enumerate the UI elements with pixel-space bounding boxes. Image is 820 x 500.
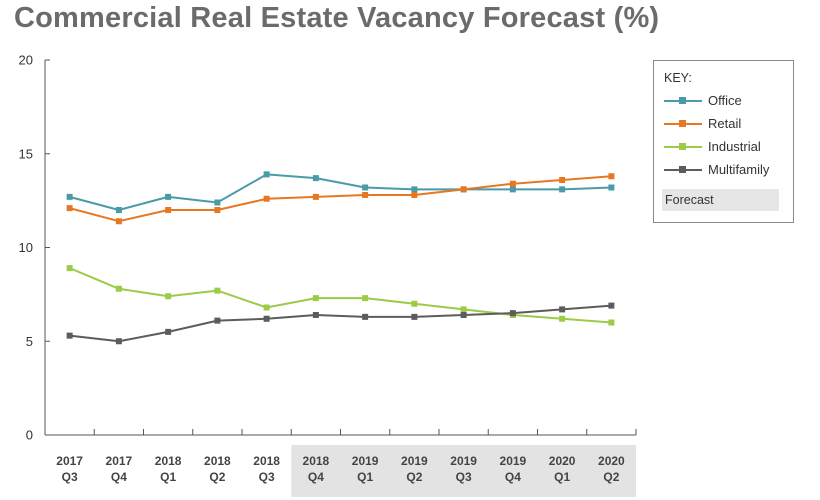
y-tick-label: 5	[26, 334, 33, 349]
series-line-industrial	[69, 267, 612, 324]
x-tick-label-year: 2018	[253, 454, 280, 468]
data-point-multifamily	[165, 328, 172, 335]
y-tick-label: 10	[19, 240, 33, 255]
data-point-industrial	[460, 306, 467, 313]
data-point-office	[411, 186, 418, 193]
data-point-industrial	[608, 319, 615, 326]
data-point-office	[608, 184, 615, 191]
data-point-multifamily	[214, 317, 221, 324]
legend-swatch-retail	[664, 119, 702, 129]
data-point-multifamily	[411, 313, 418, 320]
data-point-industrial	[66, 265, 73, 272]
series-line-multifamily	[69, 304, 612, 343]
y-tick-label: 0	[26, 428, 33, 443]
data-point-office	[66, 193, 73, 200]
legend: KEY: Office Retail Industrial Multifamily F…	[653, 60, 794, 223]
legend-swatch-industrial	[664, 142, 702, 152]
legend-label-retail: Retail	[708, 116, 742, 131]
data-point-multifamily	[460, 312, 467, 318]
x-tick-label-year: 2019	[450, 454, 477, 468]
x-tick-label-quarter: Q4	[505, 470, 521, 484]
x-tick-label-quarter: Q2	[209, 470, 225, 484]
data-point-retail	[559, 177, 566, 183]
data-point-multifamily	[263, 315, 270, 322]
x-tick-label-year: 2017	[56, 454, 83, 468]
data-point-industrial	[165, 293, 172, 300]
legend-item-office: Office	[664, 93, 789, 109]
data-point-office	[165, 193, 172, 200]
data-point-retail	[115, 218, 122, 225]
legend-label-industrial: Industrial	[708, 139, 761, 154]
chart-title: Commercial Real Estate Vacancy Forecast …	[14, 2, 660, 34]
data-point-office	[263, 171, 270, 178]
x-tick-label-quarter: Q4	[308, 470, 324, 484]
data-point-multifamily	[559, 306, 566, 313]
data-point-retail	[460, 186, 467, 193]
data-point-retail	[608, 173, 615, 180]
x-tick-label-quarter: Q1	[160, 470, 176, 484]
x-tick-label-year: 2019	[401, 454, 428, 468]
data-point-office	[509, 186, 516, 193]
x-tick-label-year: 2020	[598, 454, 625, 468]
x-tick-label-quarter: Q2	[406, 470, 422, 484]
data-point-industrial	[411, 300, 418, 307]
data-point-industrial	[263, 304, 270, 311]
data-point-retail	[165, 207, 172, 213]
x-tick-label-quarter: Q1	[357, 470, 373, 484]
x-tick-label-quarter: Q3	[456, 470, 472, 484]
legend-item-multifamily: Multifamily	[664, 162, 789, 178]
x-tick-label-year: 2018	[204, 454, 231, 468]
data-point-office	[362, 184, 369, 191]
data-point-retail	[362, 192, 369, 198]
data-point-office	[115, 207, 122, 213]
legend-item-retail: Retail	[664, 116, 789, 132]
data-point-retail	[411, 192, 418, 198]
legend-swatch-office	[664, 96, 702, 106]
x-tick-label-quarter: Q1	[554, 470, 570, 484]
data-point-multifamily	[608, 302, 615, 309]
x-tick-label-quarter: Q3	[62, 470, 78, 484]
data-point-retail	[214, 207, 221, 213]
x-tick-label-year: 2018	[155, 454, 182, 468]
x-tick-label-year: 2020	[549, 454, 576, 468]
data-point-industrial	[559, 315, 566, 322]
data-point-multifamily	[115, 338, 122, 345]
series-line-office	[69, 173, 612, 211]
x-tick-label-quarter: Q3	[259, 470, 275, 484]
data-point-retail	[263, 195, 270, 202]
x-tick-label-quarter: Q4	[111, 470, 127, 484]
legend-forecast-label: Forecast	[662, 189, 779, 211]
legend-item-industrial: Industrial	[664, 139, 789, 155]
data-point-industrial	[214, 287, 221, 294]
y-tick-label: 15	[19, 146, 33, 161]
data-point-industrial	[362, 295, 369, 302]
legend-swatch-multifamily	[664, 165, 702, 175]
data-point-office	[559, 186, 566, 193]
legend-label-office: Office	[708, 93, 742, 108]
y-tick-label: 20	[19, 53, 33, 68]
data-point-multifamily	[362, 313, 369, 320]
x-tick-label-quarter: Q2	[603, 470, 619, 484]
series-line-retail	[69, 175, 612, 223]
data-point-multifamily	[66, 332, 73, 339]
x-tick-label-year: 2018	[303, 454, 330, 468]
data-point-office	[312, 175, 319, 182]
forecast-band	[291, 445, 636, 497]
data-point-industrial	[115, 285, 122, 292]
data-point-industrial	[312, 295, 319, 302]
data-point-office	[214, 199, 221, 206]
x-tick-label-year: 2019	[500, 454, 527, 468]
data-point-multifamily	[509, 310, 516, 317]
legend-label-multifamily: Multifamily	[708, 162, 770, 177]
x-tick-label-year: 2019	[352, 454, 379, 468]
data-point-retail	[66, 205, 73, 212]
data-point-retail	[509, 180, 516, 187]
data-point-retail	[312, 193, 319, 200]
legend-title: KEY:	[664, 71, 692, 85]
x-tick-label-year: 2017	[106, 454, 133, 468]
data-point-multifamily	[312, 312, 319, 318]
